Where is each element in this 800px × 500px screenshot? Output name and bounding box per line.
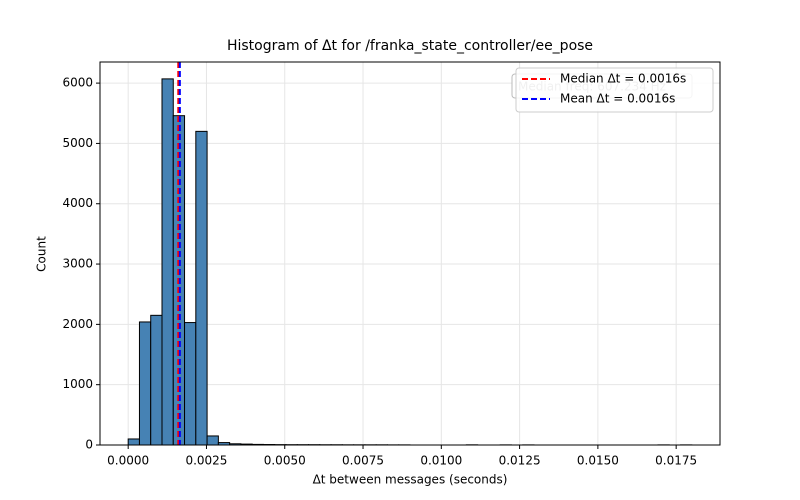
y-tick-label: 2000	[62, 317, 93, 331]
bar	[161, 78, 174, 446]
y-tick-label: 6000	[62, 76, 93, 90]
legend-label: Median Δt = 0.0016s	[560, 72, 686, 86]
bar	[184, 322, 197, 446]
x-tick-label: 0.0050	[264, 454, 306, 468]
chart-title: Histogram of Δt for /franka_state_contro…	[227, 38, 593, 54]
y-tick-label: 1000	[62, 377, 93, 391]
bar	[138, 321, 152, 446]
axes-frame	[99, 61, 721, 446]
x-tick-label: 0.0150	[577, 454, 619, 468]
bar	[195, 130, 208, 446]
y-tick-label: 4000	[62, 196, 93, 210]
legend-box	[515, 67, 714, 113]
y-tick-label: 3000	[62, 257, 93, 271]
y-tick-label: 5000	[62, 136, 93, 150]
x-tick-label: 0.0075	[342, 454, 384, 468]
legend-label: Mean Δt = 0.0016s	[560, 92, 675, 106]
x-tick-label: 0.0175	[655, 454, 697, 468]
x-tick-label: 0.0100	[420, 454, 462, 468]
x-axis-label: Δt between messages (seconds)	[313, 473, 508, 487]
x-tick-label: 0.0000	[107, 454, 149, 468]
y-tick-label: 0	[85, 438, 93, 452]
bar	[150, 314, 163, 446]
bar	[206, 435, 219, 446]
x-tick-label: 0.0125	[499, 454, 541, 468]
y-axis-label: Count	[35, 236, 49, 272]
bar	[127, 438, 140, 446]
x-tick-label: 0.0025	[185, 454, 227, 468]
